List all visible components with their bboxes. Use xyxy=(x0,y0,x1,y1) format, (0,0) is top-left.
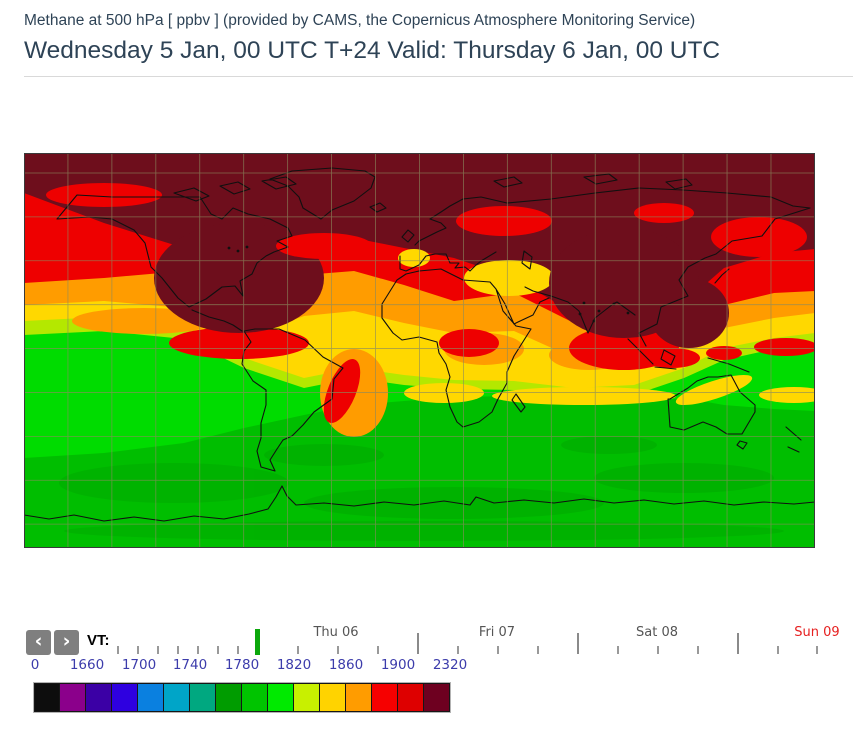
colorbar-tick-label: 0 xyxy=(30,657,40,673)
colorbar-tick-label: 1860 xyxy=(328,657,364,673)
chart-subtitle: Methane at 500 hPa [ ppbv ] (provided by… xyxy=(24,12,696,29)
map-canvas xyxy=(24,153,815,548)
next-timestep-button[interactable]: › xyxy=(54,630,79,655)
colorbar-cell xyxy=(112,683,138,712)
colorbar-cell xyxy=(242,683,268,712)
colorbar-tick-label: 1900 xyxy=(380,657,416,673)
terrain-speckles xyxy=(227,245,630,323)
gold-patches xyxy=(398,249,815,406)
header-divider xyxy=(24,76,853,77)
valid-time-label: VT: xyxy=(87,632,110,649)
colorbar-cell xyxy=(398,683,424,712)
prev-timestep-button[interactable]: ‹ xyxy=(26,630,51,655)
timeline-tick xyxy=(177,646,179,654)
colorbar-cell xyxy=(346,683,372,712)
timeline-tick xyxy=(617,646,619,654)
timeline-tick xyxy=(697,646,699,654)
colorbar-tick-label: 1660 xyxy=(69,657,105,673)
colorbar-cell xyxy=(164,683,190,712)
timeline-indicator[interactable] xyxy=(255,629,260,655)
timeline-tick xyxy=(237,646,239,654)
colorbar-cell xyxy=(216,683,242,712)
timeline-tick xyxy=(537,646,539,654)
colorbar xyxy=(33,682,451,713)
colorbar-cell xyxy=(424,683,450,712)
colorbar-cell xyxy=(138,683,164,712)
timeline-tick xyxy=(816,646,818,654)
timeline-tick xyxy=(157,646,159,654)
colorbar-cell xyxy=(34,683,60,712)
timeline-day-label: Thu 06 xyxy=(313,625,359,640)
timeline-tick xyxy=(377,646,379,654)
valid-time-title: Wednesday 5 Jan, 00 UTC T+24 Valid: Thur… xyxy=(24,37,721,64)
timeline-tick xyxy=(577,633,579,654)
colorbar-tick-label: 1700 xyxy=(121,657,157,673)
timeline-tick xyxy=(337,646,339,654)
colorbar-cell xyxy=(86,683,112,712)
dark-green-patches xyxy=(59,436,784,541)
coastlines xyxy=(24,167,815,522)
colorbar-cell xyxy=(320,683,346,712)
timeline-tick xyxy=(117,646,119,654)
timeline-tick xyxy=(497,646,499,654)
colorbar-tick-label: 1780 xyxy=(224,657,260,673)
colorbar-tick-label: 2320 xyxy=(432,657,468,673)
colorbar-tick-label: 1820 xyxy=(276,657,312,673)
colorbar-cell xyxy=(268,683,294,712)
colorbar-cell xyxy=(372,683,398,712)
timeline-day-label: Sat 08 xyxy=(636,625,678,640)
timeline-tick xyxy=(457,646,459,654)
colorbar-cell xyxy=(294,683,320,712)
timeline-tick xyxy=(217,646,219,654)
colorbar-cell xyxy=(190,683,216,712)
timeline-tick xyxy=(657,646,659,654)
timeline-tick xyxy=(417,633,419,654)
timeline-day-label: Fri 07 xyxy=(478,625,516,640)
map-border xyxy=(24,153,815,548)
timeline-day-label: Sun 09 xyxy=(794,625,840,640)
timeline-tick xyxy=(737,633,739,654)
colorbar-cell xyxy=(60,683,86,712)
colorbar-tick-label: 1740 xyxy=(172,657,208,673)
timeline-tick xyxy=(137,646,139,654)
red-patches xyxy=(169,326,815,423)
methane-world-map xyxy=(24,153,815,548)
timeline-tick xyxy=(777,646,779,654)
graticule xyxy=(24,153,815,548)
timeline-tick xyxy=(197,646,199,654)
timeline-tick xyxy=(297,646,299,654)
